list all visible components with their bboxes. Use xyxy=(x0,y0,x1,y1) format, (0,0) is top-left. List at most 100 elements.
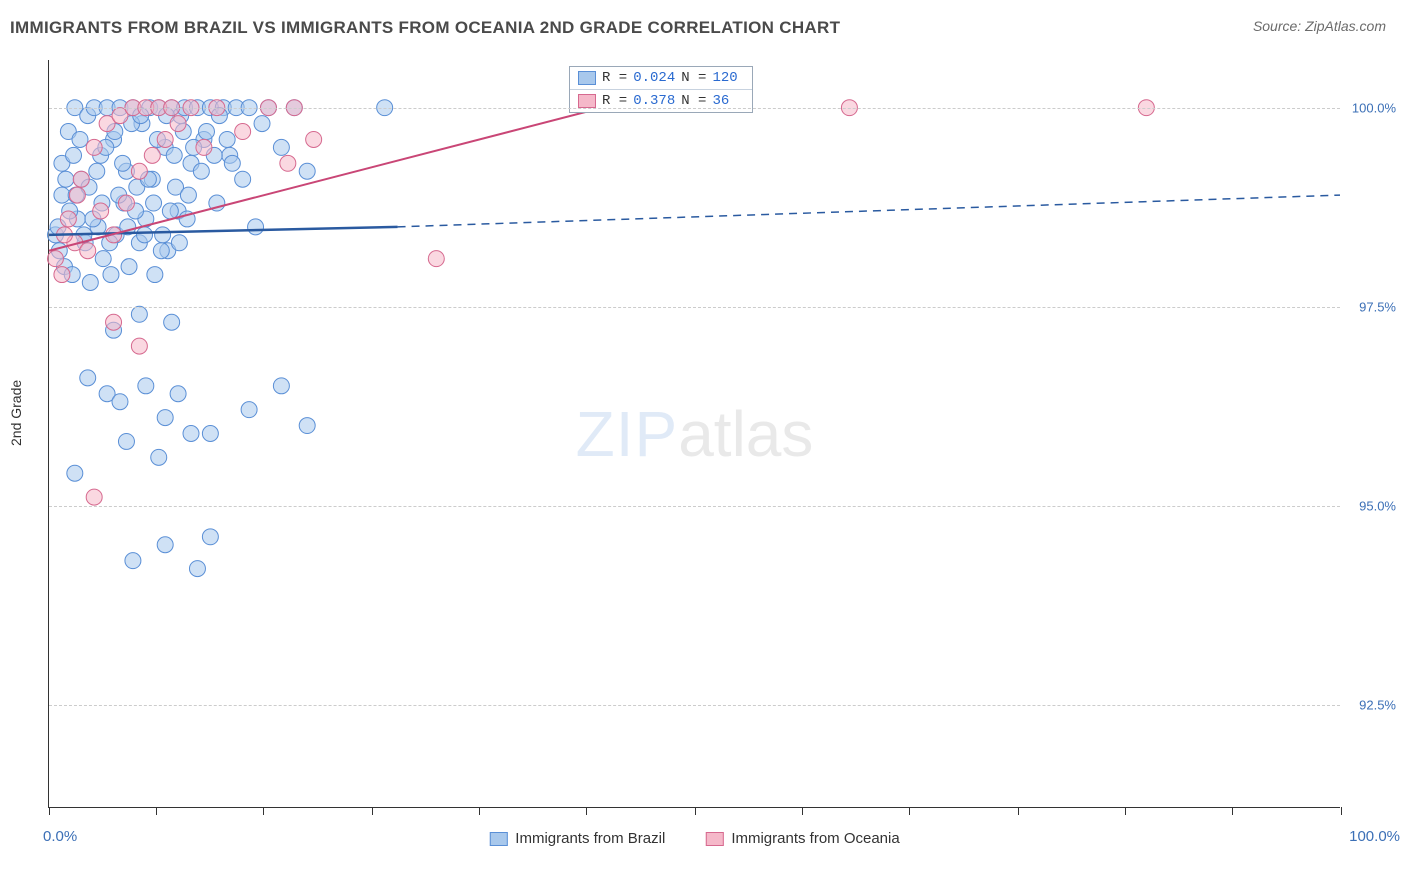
data-point xyxy=(199,124,215,140)
data-point xyxy=(248,219,264,235)
data-point xyxy=(115,155,131,171)
data-point xyxy=(80,243,96,259)
legend-item-oceania: Immigrants from Oceania xyxy=(705,830,899,847)
x-tick xyxy=(1341,807,1342,815)
data-point xyxy=(224,155,240,171)
data-point xyxy=(80,370,96,386)
gridline xyxy=(49,705,1340,706)
data-point xyxy=(118,195,134,211)
legend-item-brazil: Immigrants from Brazil xyxy=(489,830,665,847)
chart-title: IMMIGRANTS FROM BRAZIL VS IMMIGRANTS FRO… xyxy=(10,18,840,37)
data-point xyxy=(299,418,315,434)
data-point xyxy=(299,163,315,179)
data-point xyxy=(171,235,187,251)
data-point xyxy=(155,227,171,243)
data-point xyxy=(54,187,70,203)
x-tick xyxy=(695,807,696,815)
data-point xyxy=(86,489,102,505)
y-axis-label: 2nd Grade xyxy=(8,380,24,446)
data-point xyxy=(170,386,186,402)
stats-legend: R = 0.024 N = 120 R = 0.378 N = 36 xyxy=(569,66,753,113)
data-point xyxy=(151,449,167,465)
chart-svg xyxy=(49,60,1340,807)
gridline xyxy=(49,108,1340,109)
stats-row-brazil: R = 0.024 N = 120 xyxy=(570,67,752,90)
data-point xyxy=(170,116,186,132)
x-tick xyxy=(909,807,910,815)
data-point xyxy=(54,267,70,283)
data-point xyxy=(189,561,205,577)
data-point xyxy=(166,147,182,163)
data-point xyxy=(273,378,289,394)
y-tick-label: 92.5% xyxy=(1344,697,1396,712)
data-point xyxy=(66,147,82,163)
y-tick-label: 95.0% xyxy=(1344,498,1396,513)
chart-header: IMMIGRANTS FROM BRAZIL VS IMMIGRANTS FRO… xyxy=(10,18,1396,46)
data-point xyxy=(180,187,196,203)
series-legend: Immigrants from Brazil Immigrants from O… xyxy=(489,830,899,847)
x-tick xyxy=(586,807,587,815)
data-point xyxy=(86,139,102,155)
swatch-brazil xyxy=(578,71,596,85)
data-point xyxy=(183,426,199,442)
data-point xyxy=(241,402,257,418)
data-point xyxy=(60,211,76,227)
y-tick-label: 100.0% xyxy=(1344,100,1396,115)
x-tick xyxy=(479,807,480,815)
x-tick xyxy=(49,807,50,815)
data-point xyxy=(202,426,218,442)
legend-label: Immigrants from Brazil xyxy=(515,830,665,847)
data-point xyxy=(254,116,270,132)
data-point xyxy=(162,203,178,219)
data-point xyxy=(131,163,147,179)
swatch-oceania xyxy=(578,94,596,108)
source-attribution: Source: ZipAtlas.com xyxy=(1253,18,1386,34)
x-tick xyxy=(1125,807,1126,815)
data-point xyxy=(202,529,218,545)
data-point xyxy=(235,171,251,187)
data-point xyxy=(125,553,141,569)
gridline xyxy=(49,307,1340,308)
x-tick xyxy=(156,807,157,815)
x-tick xyxy=(263,807,264,815)
plot-area: ZIPatlas R = 0.024 N = 120 R = 0.378 N =… xyxy=(48,60,1340,808)
x-tick xyxy=(802,807,803,815)
data-point xyxy=(219,131,235,147)
swatch-oceania xyxy=(705,832,723,846)
data-point xyxy=(428,251,444,267)
data-point xyxy=(73,171,89,187)
x-tick xyxy=(1018,807,1019,815)
data-point xyxy=(157,537,173,553)
data-point xyxy=(112,394,128,410)
data-point xyxy=(58,171,74,187)
data-point xyxy=(89,163,105,179)
fit-line xyxy=(398,195,1340,227)
x-axis-max-label: 100.0% xyxy=(1349,828,1400,845)
data-point xyxy=(131,338,147,354)
data-point xyxy=(273,139,289,155)
x-tick xyxy=(372,807,373,815)
data-point xyxy=(131,306,147,322)
x-axis-min-label: 0.0% xyxy=(43,828,77,845)
x-tick xyxy=(1232,807,1233,815)
data-point xyxy=(106,314,122,330)
y-tick-label: 97.5% xyxy=(1344,299,1396,314)
swatch-brazil xyxy=(489,832,507,846)
data-point xyxy=(157,131,173,147)
data-point xyxy=(164,314,180,330)
data-point xyxy=(306,131,322,147)
legend-label: Immigrants from Oceania xyxy=(731,830,899,847)
data-point xyxy=(196,139,212,155)
data-point xyxy=(193,163,209,179)
data-point xyxy=(121,259,137,275)
data-point xyxy=(147,267,163,283)
data-point xyxy=(146,195,162,211)
data-point xyxy=(47,251,63,267)
data-point xyxy=(95,251,111,267)
data-point xyxy=(118,433,134,449)
data-point xyxy=(157,410,173,426)
data-point xyxy=(235,124,251,140)
data-point xyxy=(137,227,153,243)
data-point xyxy=(138,378,154,394)
data-point xyxy=(144,147,160,163)
